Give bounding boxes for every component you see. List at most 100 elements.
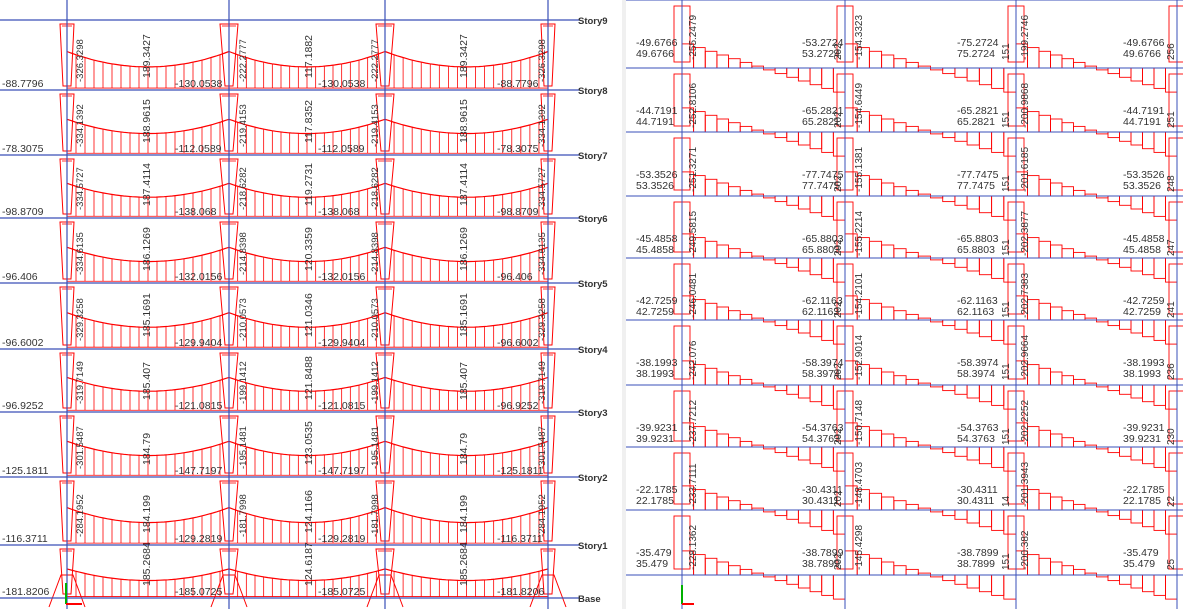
shear-step <box>942 67 956 75</box>
column-moment-shape <box>59 352 75 409</box>
end-shear-label: 65.8803 <box>802 244 840 256</box>
column-moment-label: -210.0573 <box>238 298 249 341</box>
end-shear-label: 75.2724 <box>957 48 995 60</box>
column-moment-label: -334.1392 <box>75 104 86 147</box>
column-shear-label: -202.7383 <box>1020 273 1031 318</box>
shear-step <box>1050 496 1063 511</box>
shear-step <box>1003 131 1017 157</box>
column-moment-shape <box>59 93 75 152</box>
column-shear-label: 202 <box>833 111 844 128</box>
shear-step <box>704 492 718 511</box>
end-shear-label: 22.1785 <box>1123 495 1161 507</box>
shear-step <box>1061 248 1074 259</box>
end-moment-label: -138.068 <box>175 206 217 218</box>
shear-step <box>893 58 907 69</box>
shear-step <box>893 500 907 511</box>
shear-step <box>832 574 846 600</box>
story-label: Story3 <box>578 408 608 419</box>
shear-step <box>1165 131 1178 157</box>
shear-step <box>1107 131 1120 139</box>
column-moment-shape <box>540 415 556 474</box>
shear-step <box>786 509 799 520</box>
shear-step <box>1119 131 1132 142</box>
shear-step <box>966 446 980 461</box>
column-shear-label: 202 <box>833 43 844 60</box>
shear-step <box>1003 195 1017 221</box>
shear-step <box>905 503 919 511</box>
shear-step <box>739 61 753 69</box>
end-shear-label: 39.9231 <box>1123 433 1161 445</box>
column-moment-shape <box>540 93 556 152</box>
end-moment-label: -132.0156 <box>318 271 365 283</box>
shear-step <box>1003 257 1017 283</box>
shear-step <box>704 178 718 197</box>
column-shear-label: -201.3943 <box>1020 462 1031 507</box>
shear-step <box>809 384 823 403</box>
shear-step <box>1050 244 1063 259</box>
shear-step <box>978 195 993 214</box>
shear-step <box>786 195 799 206</box>
shear-step <box>1003 384 1017 410</box>
shear-step <box>774 384 788 392</box>
shear-step <box>739 125 753 133</box>
shear-step <box>774 574 788 582</box>
column-shear-label: -150.7148 <box>854 400 865 445</box>
end-shear-label: -39.9231 <box>1123 422 1165 434</box>
end-moment-label: -96.406 <box>497 271 533 283</box>
shear-step <box>868 492 883 511</box>
column-shear-label: -201.6185 <box>1020 147 1031 192</box>
end-shear-label: 62.1163 <box>802 306 839 318</box>
column-moment-shape <box>540 23 556 87</box>
shear-step <box>1130 509 1143 524</box>
column-moment-shape <box>59 480 75 542</box>
shear-step <box>1038 492 1051 511</box>
shear-step <box>1130 319 1143 334</box>
shear-step <box>1130 446 1143 461</box>
column-shear-label: 151 <box>1001 175 1012 192</box>
end-shear-label: -38.1993 <box>1123 357 1165 369</box>
shear-step <box>868 557 883 576</box>
shear-step <box>1130 67 1143 82</box>
end-moment-label: -116.3711 <box>497 533 543 545</box>
shear-step <box>821 384 834 406</box>
end-shear-label: -44.7191 <box>1123 105 1165 117</box>
column-shear-label: 202 <box>833 175 844 192</box>
end-shear-label: 42.7259 <box>636 306 674 318</box>
midspan-moment-label: 189.3427 <box>458 34 470 78</box>
shear-step <box>881 244 895 259</box>
column-moment-shape <box>375 221 395 280</box>
shear-step <box>1142 67 1155 86</box>
shear-step <box>728 58 741 69</box>
shear-step <box>868 178 883 197</box>
shear-step <box>893 122 907 133</box>
end-shear-label: 49.6766 <box>636 48 674 60</box>
shear-step <box>1050 306 1063 321</box>
column-moment-label: -329.3258 <box>75 298 86 341</box>
end-shear-label: 35.479 <box>1123 558 1155 570</box>
shear-step <box>991 384 1005 406</box>
end-moment-label: -129.9404 <box>318 337 365 349</box>
end-moment-label: -181.8206 <box>497 586 544 598</box>
column-moment-label: -199.1412 <box>238 361 249 404</box>
shear-step <box>978 257 993 276</box>
shear-step <box>1073 251 1086 259</box>
shear-step <box>905 313 919 321</box>
column-shear-label: 151 <box>1001 111 1012 128</box>
end-moment-label: -78.3075 <box>497 143 539 155</box>
shear-step <box>905 125 919 133</box>
story-label: Story8 <box>578 86 608 97</box>
end-shear-label: 22.1785 <box>636 495 674 507</box>
column-moment-shape <box>375 158 395 215</box>
shear-step <box>1165 257 1178 283</box>
shear-step <box>1050 371 1063 386</box>
end-shear-label: -35.479 <box>1123 547 1159 559</box>
end-moment-label: -96.9252 <box>2 400 44 412</box>
column-shear-label: -199.2746 <box>1020 15 1031 60</box>
shear-step <box>991 509 1005 531</box>
column-shear-label: 202 <box>833 553 844 570</box>
shear-step <box>728 310 741 321</box>
shear-step <box>739 378 753 386</box>
end-shear-label: -62.1163 <box>802 295 843 307</box>
shear-step <box>728 248 741 259</box>
shear-step <box>774 131 788 139</box>
